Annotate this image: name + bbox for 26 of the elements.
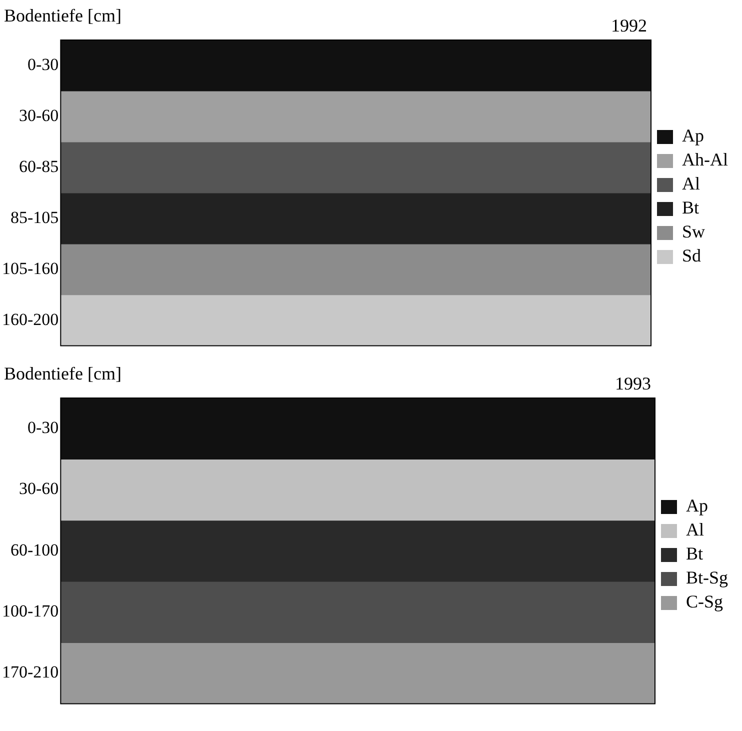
chart-title: 1992	[611, 16, 648, 36]
legend-label: Al	[682, 174, 700, 194]
legend-label: Sd	[682, 246, 702, 266]
y-tick-label: 60-100	[10, 540, 59, 560]
y-tick-label: 30-60	[18, 106, 59, 125]
y-tick-label: 170-210	[2, 662, 59, 682]
y-tick-label: 100-170	[2, 602, 59, 621]
legend-label: Bt	[686, 544, 704, 564]
y-tick-label: 85-105	[10, 208, 59, 227]
y-tick-label: 105-160	[2, 258, 59, 278]
y-tick-label: 30-60	[18, 479, 59, 498]
legend-label: Ap	[682, 126, 704, 146]
legend-label: C-Sg	[686, 592, 724, 612]
legend-label: Sw	[682, 222, 706, 242]
y-tick-label: 60-85	[18, 156, 59, 176]
y-tick-label: 160-200	[2, 310, 59, 329]
y-axis-title: Bodentiefe [cm]	[4, 364, 122, 384]
chart-title: 1993	[614, 374, 651, 394]
legend-label: Al	[686, 520, 704, 540]
y-axis-title: Bodentiefe [cm]	[4, 6, 122, 26]
legend-label: Bt	[682, 198, 700, 218]
y-tick-label: 0-30	[27, 54, 59, 74]
legend-label: Ap	[686, 496, 708, 516]
y-tick-label: 0-30	[27, 418, 59, 438]
legend-label: Ah-Al	[682, 150, 728, 170]
legend-label: Bt-Sg	[686, 568, 728, 588]
